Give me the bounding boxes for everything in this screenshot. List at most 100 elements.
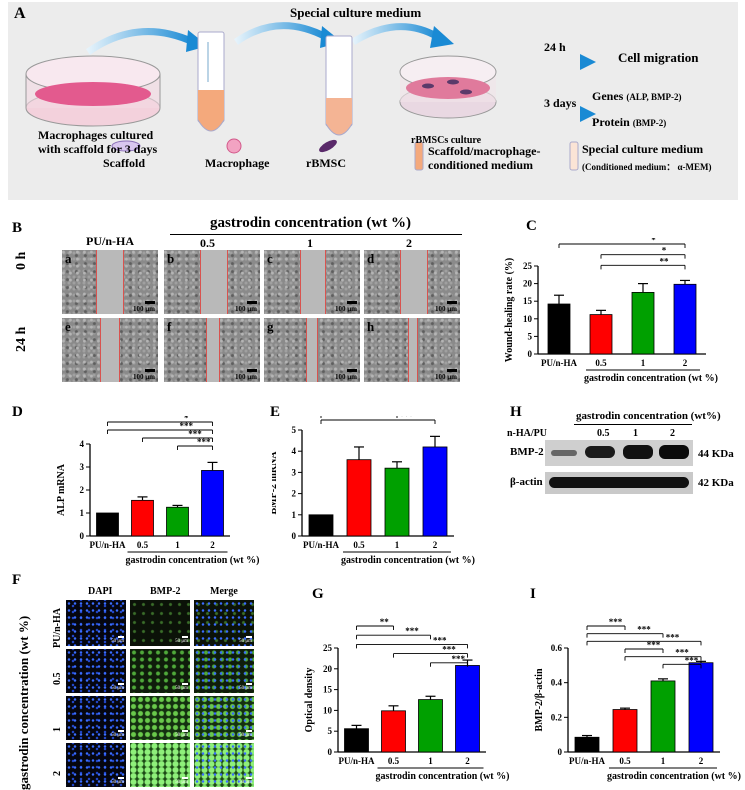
special-medium-title: Special culture medium bbox=[290, 5, 422, 20]
y-tick-label-i: 0.4 bbox=[551, 678, 563, 688]
sig-label-d: *** bbox=[197, 437, 211, 447]
x-axis-label-g: gastrodin concentration (wt %) bbox=[376, 771, 510, 782]
y-tick-label-e: 1 bbox=[292, 510, 297, 520]
chart-i-bmp2-actin: 0 0.2 0.4 0.6 BMP-2/β-actin PU/n-HA 0.5 1 2 gastr… bbox=[534, 617, 741, 782]
row-label-1: 1 bbox=[52, 727, 63, 732]
category-label-d-2: 1 bbox=[175, 540, 180, 550]
legend-special-detail: (Conditioned medium： α-MEM) bbox=[582, 162, 712, 172]
flow-arrow-2 bbox=[233, 22, 328, 45]
category-label-c-1: 0.5 bbox=[595, 358, 607, 368]
sig-label-d: *** bbox=[180, 421, 194, 431]
chart-e-bmp2-mrna: 0 1 2 3 4 5 BMP-2 mRNA PU/n-HA 0.5 1 2 gastrodin co… bbox=[272, 416, 475, 566]
group-label-0-5: 0.5 bbox=[200, 236, 215, 250]
protein-label: Protein (BMP-2) bbox=[592, 115, 667, 129]
sig-label-g: *** bbox=[442, 645, 456, 655]
y-tick-label-c: 0 bbox=[528, 349, 533, 359]
bar-i-0 bbox=[574, 736, 600, 753]
y-axis-label-e: BMP-2 mRNA bbox=[272, 451, 279, 515]
bar-i-2 bbox=[650, 680, 676, 753]
y-tick-label-g: 25 bbox=[323, 643, 333, 653]
y-axis-label-g: Optical density bbox=[304, 668, 315, 733]
flow-arrow-1 bbox=[85, 28, 195, 55]
category-label-d-3: 2 bbox=[210, 540, 215, 550]
tube-special-medium-icon bbox=[325, 35, 353, 136]
y-tick-label-d: 1 bbox=[80, 508, 85, 518]
bar-d-2 bbox=[166, 506, 189, 537]
category-label-e-2: 1 bbox=[395, 540, 400, 550]
legend-rbmsc: rBMSC bbox=[306, 156, 346, 170]
col-label-merge: Merge bbox=[210, 586, 238, 597]
category-label-c-0: PU/n-HA bbox=[541, 358, 578, 368]
legend-special: Special culture medium bbox=[582, 142, 704, 156]
category-label-i-0: PU/n-HA bbox=[569, 756, 606, 766]
blot-actin-strip bbox=[545, 472, 693, 494]
fluo-dapi-1: 50 μm bbox=[66, 696, 126, 740]
y-axis-label-i: BMP-2/β-actin bbox=[534, 668, 545, 731]
sig-label-i: *** bbox=[675, 648, 689, 658]
lane-label-0-5: 0.5 bbox=[597, 428, 610, 439]
category-label-g-0: PU/n-HA bbox=[339, 756, 376, 766]
y-tick-label-i: 0.6 bbox=[551, 643, 563, 653]
y-tick-label-e: 3 bbox=[292, 467, 297, 477]
bar-g-1 bbox=[381, 710, 406, 753]
sig-label-i: *** bbox=[666, 632, 680, 642]
actin-label: β-actin bbox=[510, 476, 543, 488]
conditioned-tube-icon bbox=[414, 141, 424, 171]
fluo-merge-pu: 50 μm bbox=[194, 600, 254, 646]
row-label-2: 2 bbox=[52, 771, 63, 776]
macrophage-caption: Macrophages cultured with scaffold for 3 … bbox=[38, 128, 158, 156]
panel-label-d: D bbox=[12, 404, 23, 420]
fluo-dapi-2: 50 μm bbox=[66, 743, 126, 787]
y-tick-label-d: 2 bbox=[80, 485, 85, 495]
migration-image-b: b 100 μm bbox=[164, 250, 260, 314]
bmp2-kda: 44 KDa bbox=[698, 448, 734, 460]
label-3days: 3 days bbox=[544, 96, 577, 110]
bar-d-1 bbox=[131, 499, 154, 537]
fluo-bmp2-0-5: 50 μm bbox=[130, 649, 190, 693]
col-label-dapi: DAPI bbox=[88, 586, 113, 597]
sig-label-i: *** bbox=[647, 640, 661, 650]
band-bmp2-pu bbox=[551, 450, 577, 456]
sig-label-c: * bbox=[651, 238, 656, 245]
category-label-g-2: 1 bbox=[428, 756, 433, 766]
legend-scaffold: Scaffold bbox=[103, 156, 145, 170]
fluo-bmp2-pu: 50 μm bbox=[130, 600, 190, 646]
group-label-pu: PU/n-HA bbox=[86, 234, 134, 248]
legend-macrophage: Macrophage bbox=[205, 156, 270, 170]
label-24h: 24 h bbox=[544, 40, 566, 54]
x-axis-label-e: gastrodin concentration (wt %) bbox=[341, 555, 475, 566]
y-tick-label-g: 0 bbox=[328, 747, 333, 757]
genes-label: Genes (ALP, BMP-2) bbox=[592, 89, 682, 103]
sig-label-i: *** bbox=[637, 625, 651, 635]
bar-e-2 bbox=[384, 467, 410, 537]
panel-label-h: H bbox=[510, 404, 522, 420]
panel-label-i: I bbox=[530, 586, 536, 602]
bar-c-3 bbox=[673, 283, 697, 355]
cell-migration-label: Cell migration bbox=[618, 50, 699, 65]
category-label-e-1: 0.5 bbox=[353, 540, 365, 550]
rbmsc-dish-icon bbox=[399, 55, 497, 119]
fluo-bmp2-2: 50 μm bbox=[130, 743, 190, 787]
category-label-e-3: 2 bbox=[433, 540, 438, 550]
panel-label-a: A bbox=[14, 5, 26, 22]
x-axis-label-c: gastrodin concentration (wt %) bbox=[584, 373, 718, 384]
y-tick-label-d: 4 bbox=[80, 439, 85, 449]
y-tick-label-e: 5 bbox=[292, 425, 297, 435]
y-tick-label-e: 2 bbox=[292, 489, 297, 499]
panel-label-g: G bbox=[312, 586, 324, 602]
sig-label-d: * bbox=[184, 416, 189, 423]
bar-d-0 bbox=[96, 512, 119, 537]
category-label-i-2: 1 bbox=[661, 756, 666, 766]
category-label-c-2: 1 bbox=[641, 358, 646, 368]
row-label-0-5: 0.5 bbox=[52, 672, 63, 686]
y-tick-label-g: 10 bbox=[323, 705, 333, 715]
macrophage-icon bbox=[226, 138, 242, 154]
flow-arrow-3 bbox=[351, 23, 440, 45]
row-label-pu: PU/n-HA bbox=[52, 608, 63, 648]
sig-label-c: ** bbox=[660, 256, 670, 266]
western-header-line bbox=[574, 424, 692, 425]
y-tick-label-g: 5 bbox=[328, 726, 333, 736]
bar-c-2 bbox=[631, 292, 655, 355]
y-axis-label-c: Wound-healing rate (%) bbox=[504, 258, 515, 362]
category-label-i-1: 0.5 bbox=[619, 756, 631, 766]
